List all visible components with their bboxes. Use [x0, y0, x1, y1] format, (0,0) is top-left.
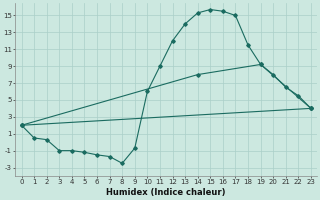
X-axis label: Humidex (Indice chaleur): Humidex (Indice chaleur): [107, 188, 226, 197]
